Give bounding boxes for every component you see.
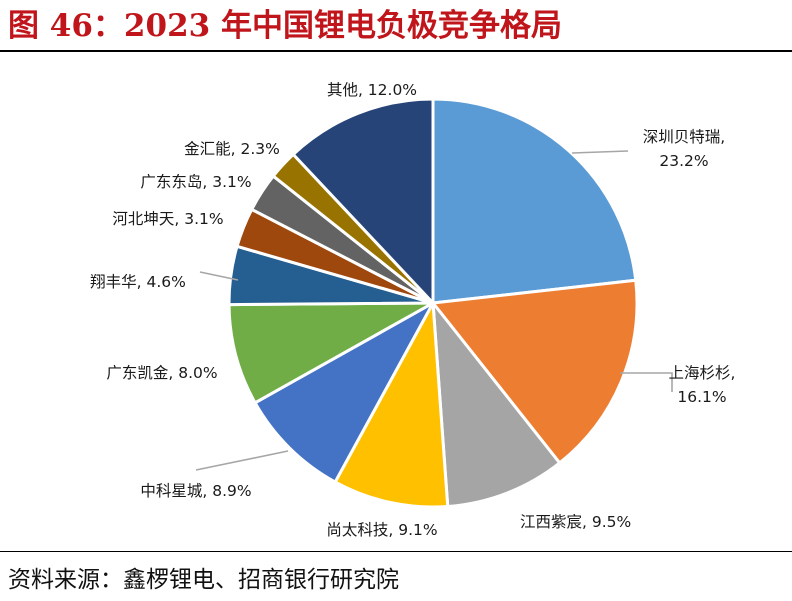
pie-slices — [227, 97, 639, 509]
pie-slice — [253, 301, 435, 484]
slice-label: 金汇能, 2.3% — [184, 140, 280, 158]
pie-slice — [333, 301, 450, 509]
slice-label: 其他, 12.0% — [327, 81, 417, 99]
slice-label: 广东凯金, 8.0% — [106, 364, 217, 382]
leader-line — [195, 450, 289, 471]
title-divider — [0, 50, 792, 52]
leader-lines — [195, 150, 673, 471]
slice-label: 河北坤天, 3.1% — [112, 210, 223, 228]
pie-slice — [291, 97, 435, 305]
pie-slice — [227, 301, 435, 405]
slice-labels: 深圳贝特瑞, 23.2% 上海杉杉, 16.1% 江西紫宸, 9.5% 尚太科技, 9.1… — [90, 81, 735, 539]
pie-slice — [431, 278, 639, 465]
slice-label: 上海杉杉, 16.1% — [669, 364, 736, 406]
slice-label: 翔丰华, 4.6% — [90, 273, 186, 291]
slice-label: 江西紫宸, 9.5% — [520, 513, 631, 531]
source-divider — [0, 551, 792, 552]
slice-label: 中科星城, 8.9% — [140, 482, 251, 500]
slice-label: 尚太科技, 9.1% — [326, 521, 437, 539]
pie-slice — [431, 97, 638, 305]
slice-label: 深圳贝特瑞, 23.2% — [643, 128, 725, 170]
slice-label: 广东东岛, 3.1% — [140, 173, 251, 191]
source-note: 资料来源：鑫椤锂电、招商银行研究院 — [8, 567, 399, 593]
leader-line — [571, 150, 629, 154]
pie-slice — [431, 301, 562, 508]
leader-line — [620, 372, 673, 392]
pie-chart: 深圳贝特瑞, 23.2% 上海杉杉, 16.1% 江西紫宸, 9.5% 尚太科技, 9.1… — [90, 81, 735, 539]
leader-line — [199, 271, 239, 281]
figure-title: 图 46：2023 年中国锂电负极竞争格局 — [8, 8, 563, 44]
